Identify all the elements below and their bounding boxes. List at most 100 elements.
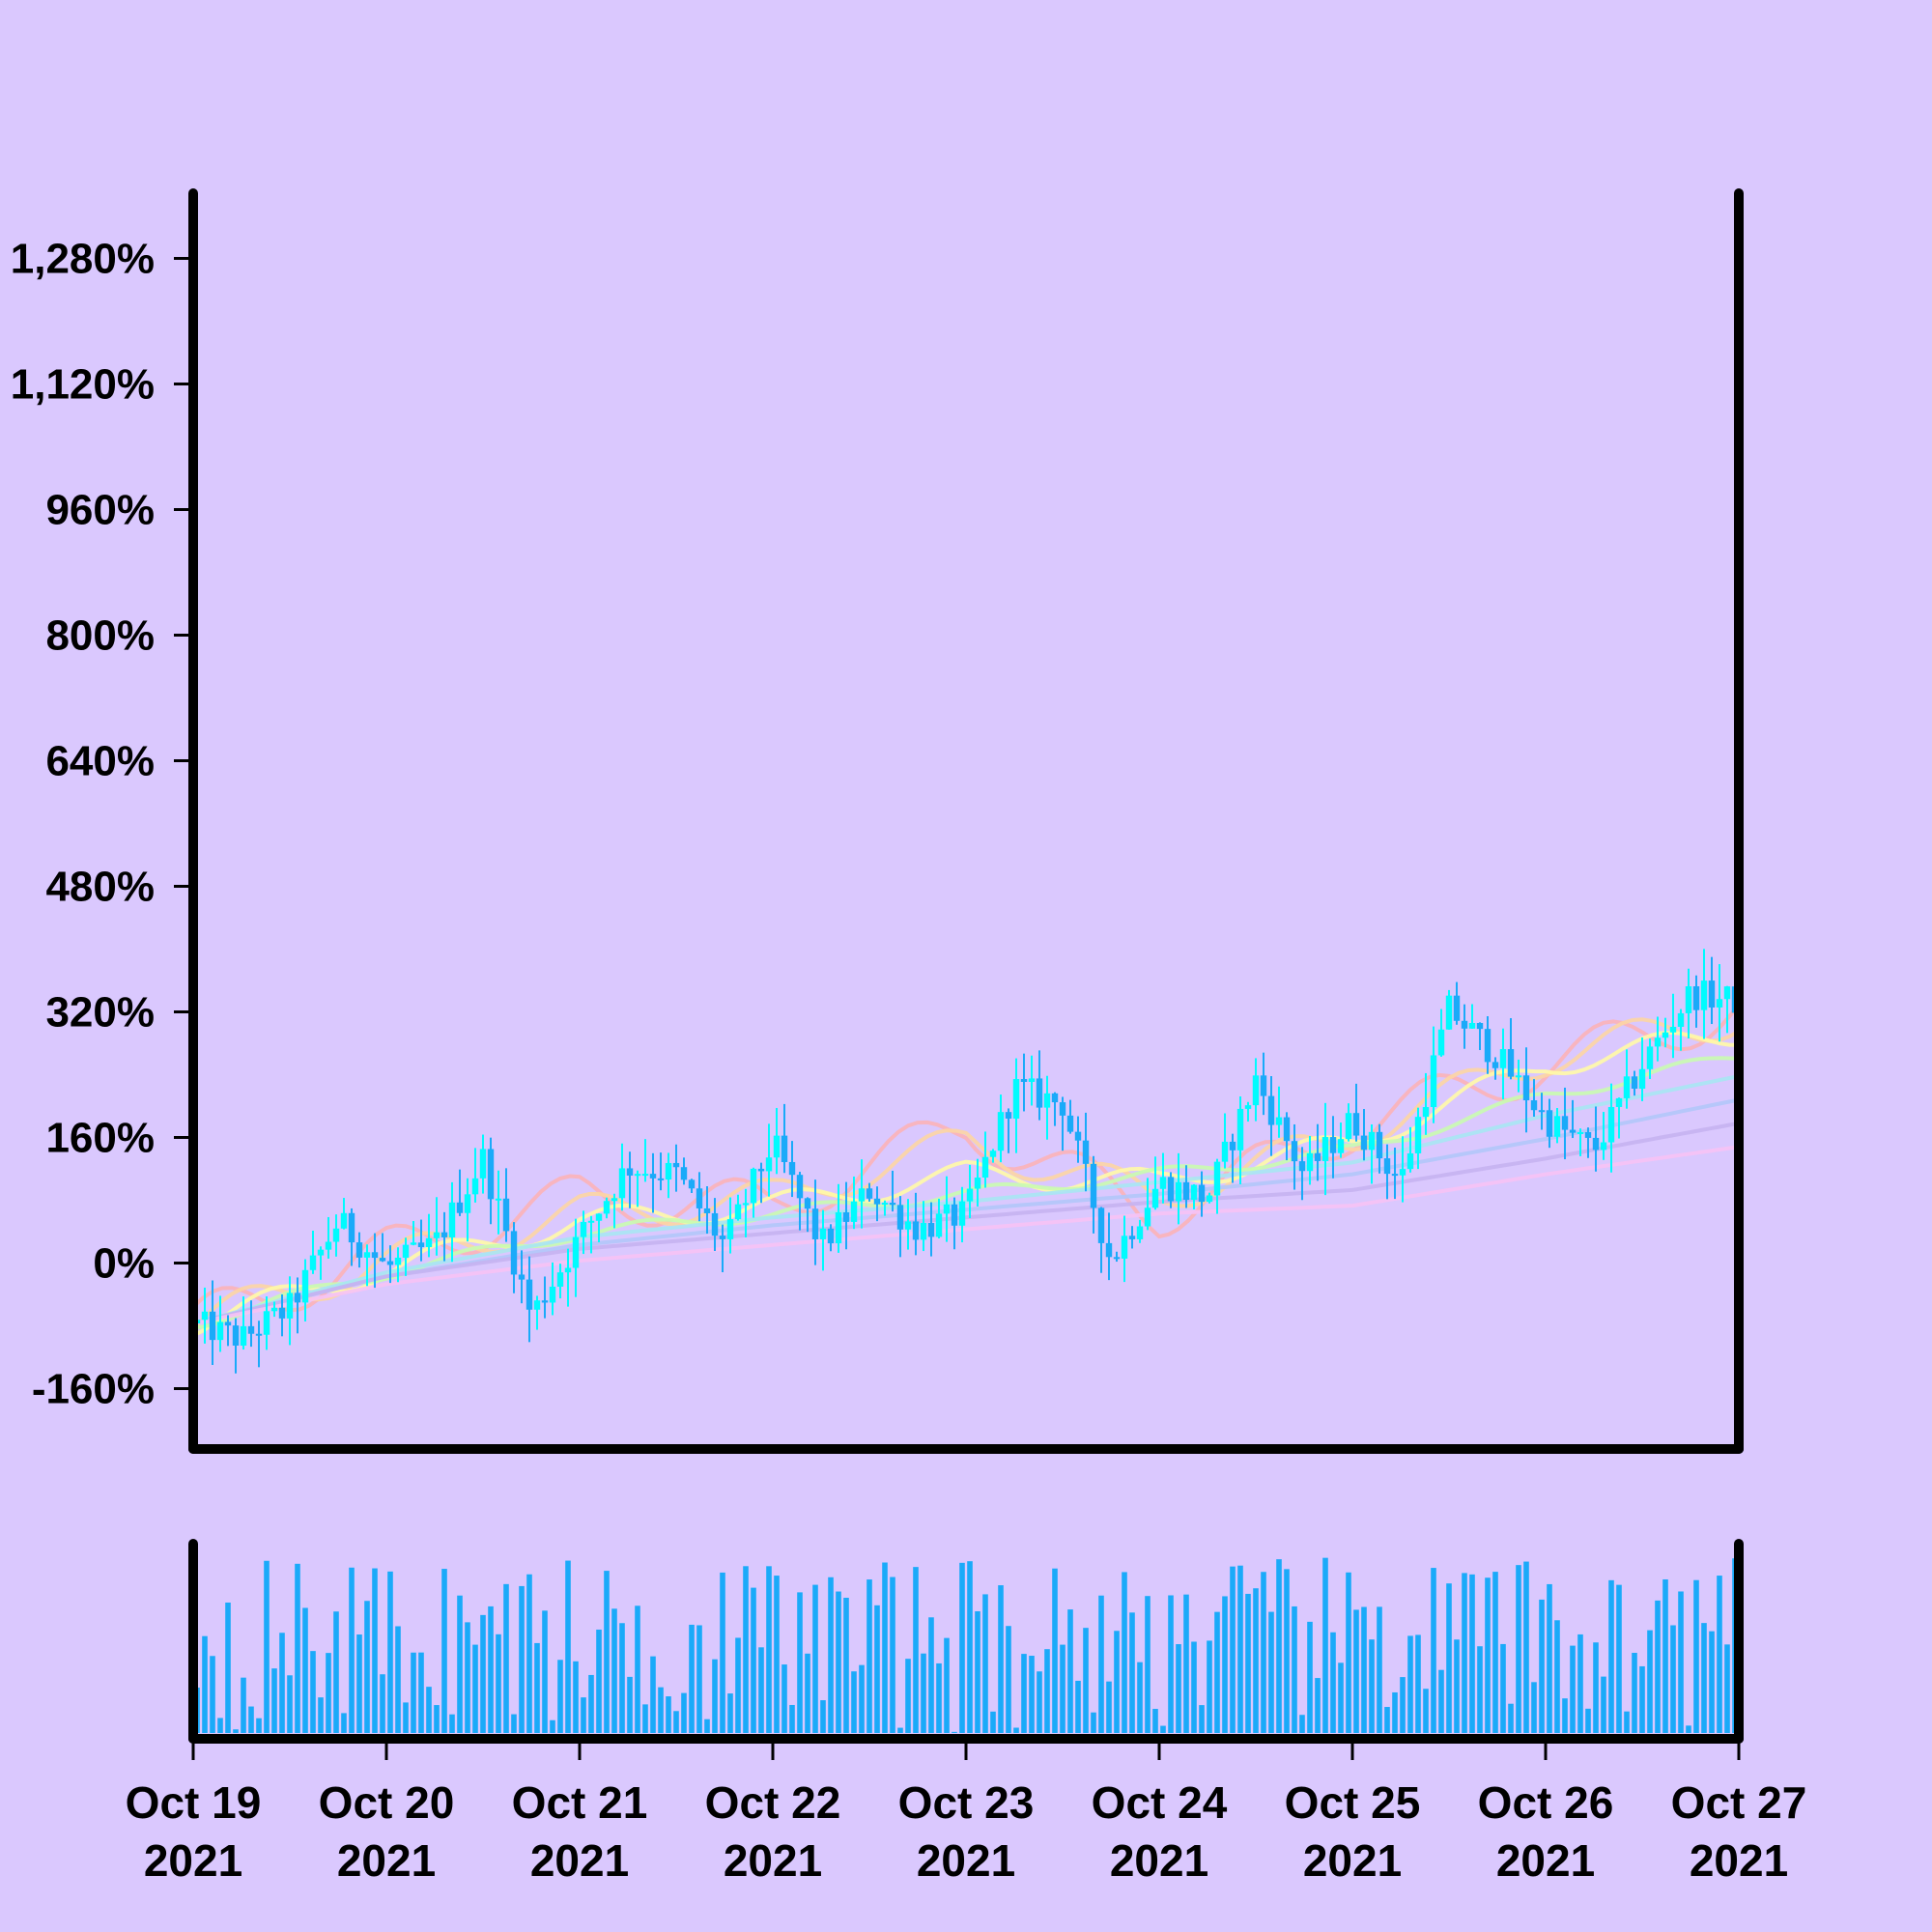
candle-body <box>533 1300 541 1310</box>
candle-body <box>1036 1078 1043 1108</box>
candle-body <box>1252 1075 1260 1106</box>
moving-average-line <box>192 1030 1740 1338</box>
candle-body <box>989 1151 997 1157</box>
volume-bar <box>1485 1577 1491 1733</box>
volume-bar <box>975 1611 980 1733</box>
x-tick-label-year: 2021 <box>144 1835 242 1886</box>
candle-body <box>1646 1046 1654 1069</box>
volume-bar <box>1462 1573 1467 1733</box>
volume-bar <box>1237 1565 1243 1733</box>
candle-body <box>1461 1020 1468 1029</box>
volume-bar <box>1570 1645 1576 1733</box>
candle-body <box>587 1220 595 1223</box>
candle-body <box>1298 1161 1306 1172</box>
volume-bar <box>921 1653 926 1733</box>
volume-bar <box>604 1571 610 1733</box>
candle-body <box>379 1258 386 1262</box>
candle-body <box>1283 1117 1291 1142</box>
candle-body <box>1260 1075 1267 1096</box>
volume-bar <box>867 1579 872 1733</box>
y-tick-label: 0% <box>93 1240 155 1288</box>
volume-bar <box>1176 1644 1181 1733</box>
candle-body <box>518 1274 526 1280</box>
volume-bar <box>241 1677 246 1733</box>
volume-bar <box>905 1659 911 1733</box>
candle-body <box>301 1269 309 1303</box>
volume-bar <box>897 1727 903 1733</box>
candle-body <box>1584 1132 1592 1138</box>
candle-body <box>1538 1110 1546 1113</box>
volume-bar <box>434 1705 440 1733</box>
candle-body <box>294 1293 301 1303</box>
candle-body <box>1345 1113 1352 1140</box>
volume-bar <box>1268 1611 1274 1733</box>
volume-bar <box>1021 1654 1027 1733</box>
candle-body <box>796 1175 804 1199</box>
candle-body <box>1020 1079 1028 1082</box>
volume-bar <box>1253 1588 1259 1733</box>
candle-body <box>873 1198 881 1205</box>
volume-bar <box>1330 1632 1336 1733</box>
candle-body <box>1136 1226 1144 1239</box>
candle-body <box>1453 995 1461 1021</box>
y-tick-label: 640% <box>45 738 155 785</box>
volume-bar <box>627 1676 633 1733</box>
volume-bar <box>1662 1578 1668 1733</box>
candle-body <box>1105 1242 1113 1258</box>
candle-body <box>997 1112 1005 1151</box>
candle-body <box>665 1162 672 1180</box>
candle-body <box>263 1311 270 1335</box>
volume-bar <box>1122 1572 1127 1733</box>
y-tick-label: 1,120% <box>11 361 155 409</box>
candle-body <box>935 1213 943 1237</box>
volume-bar <box>1052 1568 1058 1733</box>
candle-body <box>255 1333 263 1336</box>
candle-body <box>325 1241 332 1250</box>
x-tick-label-year: 2021 <box>1496 1835 1595 1886</box>
volume-bar <box>1469 1574 1475 1733</box>
volume-bar <box>789 1704 795 1733</box>
volume-bar <box>302 1607 308 1733</box>
volume-bar <box>565 1560 571 1733</box>
candle-body <box>1685 986 1692 1013</box>
candle-body <box>1043 1093 1051 1108</box>
volume-bar <box>681 1692 687 1733</box>
volume-bar <box>1547 1583 1552 1733</box>
candle-body <box>1097 1208 1105 1243</box>
candle-body <box>1213 1161 1221 1196</box>
volume-bar <box>836 1591 841 1733</box>
candle-body <box>951 1204 958 1226</box>
candle-body <box>348 1212 355 1243</box>
volume-bar <box>1346 1572 1351 1733</box>
volume-bar <box>217 1718 223 1733</box>
volume-bar <box>295 1563 300 1733</box>
candle-body <box>317 1249 325 1256</box>
candle-body <box>471 1178 479 1195</box>
x-axis-ticks: Oct 19 2021 Oct 20 2021 Oct 21 2021 Oct 22 2021… <box>126 1739 1806 1886</box>
candle-body <box>703 1208 711 1213</box>
volume-bar <box>611 1608 617 1733</box>
candle-body <box>966 1188 974 1202</box>
volume-bar <box>534 1642 540 1733</box>
volume-bar <box>797 1592 803 1733</box>
candle-body <box>1600 1142 1607 1151</box>
volume-bar <box>1693 1579 1699 1733</box>
volume-bar <box>1639 1665 1645 1733</box>
volume-bar <box>944 1637 950 1733</box>
volume-panel: Oct 19 2021 Oct 20 2021 Oct 21 2021 Oct 22 2021… <box>126 1539 1806 1886</box>
candle-body <box>1631 1076 1638 1090</box>
volume-bar <box>689 1624 695 1733</box>
candle-body <box>526 1279 533 1310</box>
candle-body <box>1121 1236 1128 1259</box>
volume-bar <box>356 1634 362 1733</box>
candle-body <box>541 1300 549 1303</box>
volume-bar <box>1431 1568 1436 1733</box>
candle-body <box>649 1174 657 1179</box>
candle-body <box>209 1311 216 1341</box>
candle-body <box>240 1325 247 1346</box>
moving-average-layer <box>191 1004 1741 1338</box>
volume-bar <box>1415 1634 1421 1733</box>
candle-body <box>1074 1131 1082 1141</box>
candle-body <box>270 1307 278 1312</box>
